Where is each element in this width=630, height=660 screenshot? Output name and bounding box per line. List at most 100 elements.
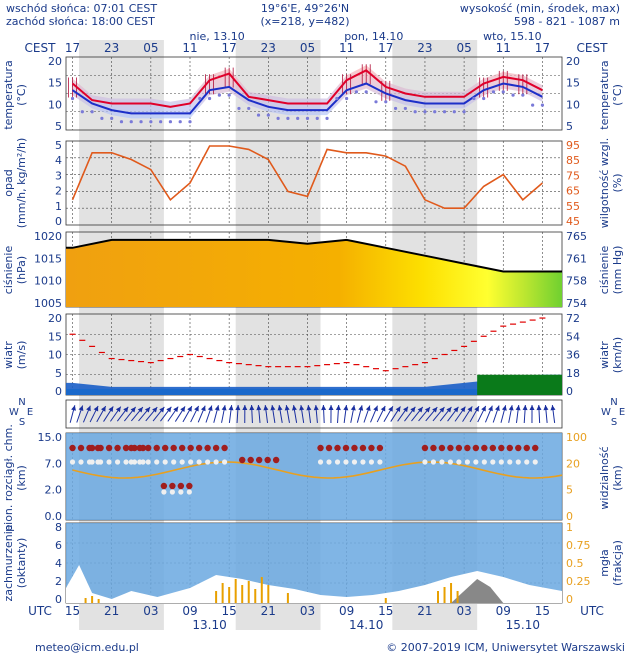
- visibility-title-right: (km): [611, 465, 624, 491]
- cloud-base-dot: [186, 489, 192, 495]
- wind-arrow: [96, 405, 107, 423]
- compass-w-left: W: [9, 407, 19, 418]
- temperature-point: [354, 90, 359, 94]
- wind-arrow-head: [536, 405, 542, 411]
- humidity-chart: [71, 145, 543, 209]
- cest-tick: 23: [261, 41, 276, 55]
- cloud-base-dot: [97, 459, 104, 465]
- wind-arrow: [284, 405, 290, 423]
- compass-s-right: S: [611, 417, 617, 428]
- cloud-top-dot: [114, 444, 121, 452]
- cest-tick: 11: [339, 41, 354, 55]
- wind-arrow-head: [235, 405, 241, 411]
- wind-arrow-head: [249, 405, 255, 411]
- wind-arrow-head: [446, 406, 452, 413]
- temperature-point: [403, 106, 407, 111]
- wind-arrow: [462, 406, 473, 422]
- wind-arrow: [418, 406, 431, 422]
- cest-tick: 05: [456, 41, 471, 55]
- cloud-top-dot: [421, 444, 429, 452]
- wind-arrow-head: [313, 405, 319, 411]
- cloud-base-dot: [221, 459, 228, 465]
- cloud-top-dot: [351, 444, 358, 452]
- utc-tick: 21: [261, 604, 276, 618]
- day-label-top: nie, 13.10: [190, 30, 245, 43]
- temperature-title-right: (°C): [611, 84, 624, 106]
- wind-arrow: [291, 405, 298, 423]
- cloud-cover-tick-left: 2: [55, 575, 62, 588]
- temperature-tick-right: 15: [566, 77, 580, 90]
- cest-tick: 17: [65, 41, 80, 55]
- temperature-point: [178, 120, 182, 124]
- temperature-point: [423, 110, 427, 114]
- temperature-line: [71, 69, 543, 108]
- cloud-top-dot: [212, 444, 220, 452]
- temperature-point: [364, 90, 368, 94]
- temperature-point: [345, 96, 349, 101]
- wind-tick-left: 10: [48, 349, 62, 362]
- cloud-base-dot: [498, 459, 504, 465]
- temperature-point: [521, 93, 525, 97]
- cest-label-right: CEST: [577, 41, 609, 55]
- temperature-point: [266, 113, 270, 117]
- wind-arrow: [469, 405, 480, 423]
- cloud-base-tick-left: 15.0: [38, 431, 63, 444]
- wind-arrow-head: [321, 405, 327, 411]
- wind-arrow: [152, 406, 165, 422]
- cloud-top-dot: [272, 456, 280, 464]
- wind-arrow: [138, 406, 151, 422]
- temperature-point: [413, 110, 417, 114]
- temperature-point: [286, 116, 290, 120]
- cloud-base-dot: [490, 459, 496, 465]
- wind-arrow: [411, 406, 424, 422]
- utc-tick: 09: [496, 604, 511, 618]
- wind-arrow-head: [123, 406, 129, 413]
- wind-arrow-head: [207, 405, 213, 412]
- wind-arrow: [529, 404, 535, 424]
- day-label-bottom: 15.10: [506, 618, 540, 632]
- wind-arrow: [439, 406, 452, 422]
- footer-email[interactable]: meteo@icm.edu.pl: [35, 641, 139, 654]
- wind-arrow: [167, 406, 179, 422]
- temperature-point: [110, 116, 114, 120]
- fog-tick-right: 0.25: [566, 575, 591, 588]
- temperature-point: [335, 96, 339, 101]
- temperature-point: [139, 120, 143, 124]
- wind-arrow-head: [130, 406, 136, 413]
- temperature-point: [540, 103, 545, 107]
- day-label-top: pon, 14.10: [344, 30, 403, 43]
- pressure-area: [66, 239, 562, 307]
- humidity-tick-right: 95: [566, 139, 580, 152]
- sunrise-text: wschód słońca: 07:01 CEST: [6, 2, 158, 15]
- wind-arrow: [256, 404, 262, 424]
- utc-tick: 15: [378, 604, 393, 618]
- humidity-tick-right: 65: [566, 185, 580, 198]
- wind-arrow: [235, 404, 241, 424]
- cloud-base-dot: [464, 459, 470, 465]
- cloud-top-dot: [105, 444, 113, 452]
- precip-bar: [254, 589, 257, 603]
- cloud-top-dot: [481, 444, 488, 452]
- visibility-tick-right: 0: [566, 510, 573, 523]
- pressure-tick-right: 758: [566, 275, 587, 288]
- utc-tick: 09: [339, 604, 354, 618]
- humidity-tick-right: 85: [566, 154, 580, 167]
- cloud-top-dot: [334, 444, 341, 452]
- cloud-top-dot: [255, 456, 263, 464]
- wind-title-right: (km/h): [611, 337, 624, 373]
- wind-arrow-head: [200, 405, 206, 412]
- cloud-top-dot: [239, 456, 246, 464]
- temperature-point: [237, 106, 241, 111]
- wind-arrow-head: [395, 406, 401, 412]
- wind-arrow: [313, 404, 319, 424]
- cloud-top-dot: [359, 444, 367, 452]
- temperature-title-left: (°C): [15, 84, 28, 106]
- day-label-top: wto, 15.10: [483, 30, 542, 43]
- compass-s-left: S: [19, 417, 25, 428]
- wind-arrow: [522, 404, 528, 424]
- wind-arrow-head: [460, 406, 466, 413]
- coordinates-text: 19°6'E, 49°26'N: [260, 2, 350, 15]
- cloud-top-dot: [195, 444, 203, 452]
- cest-tick: 17: [535, 41, 550, 55]
- pressure-tick-left: 1005: [34, 297, 62, 310]
